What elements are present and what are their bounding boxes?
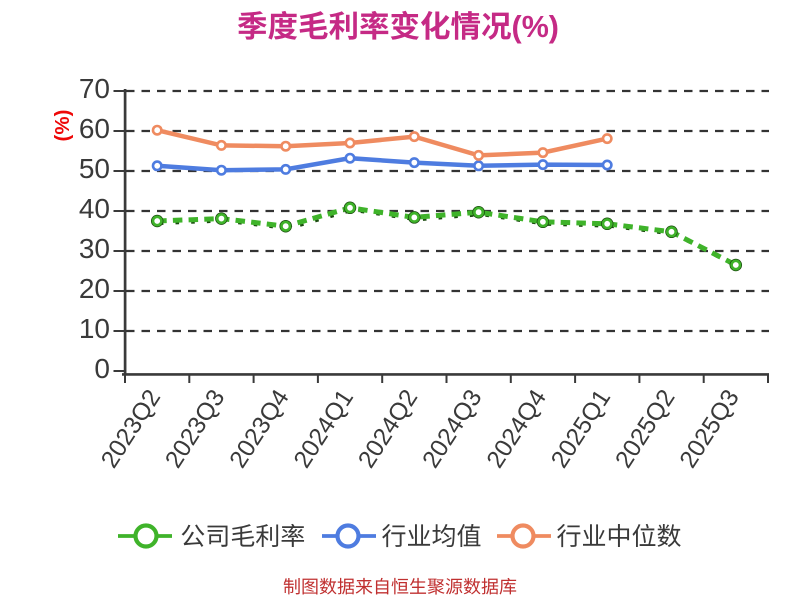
svg-text:(%): (%) [512,10,559,44]
svg-text:60: 60 [79,113,110,144]
svg-text:10: 10 [79,313,110,344]
svg-text:50: 50 [79,153,110,184]
svg-text:0: 0 [94,353,110,384]
svg-text:40: 40 [79,193,110,224]
svg-text:70: 70 [79,73,110,104]
svg-text:20: 20 [79,273,110,304]
svg-text:(%): (%) [51,110,74,142]
svg-text:30: 30 [79,233,110,264]
